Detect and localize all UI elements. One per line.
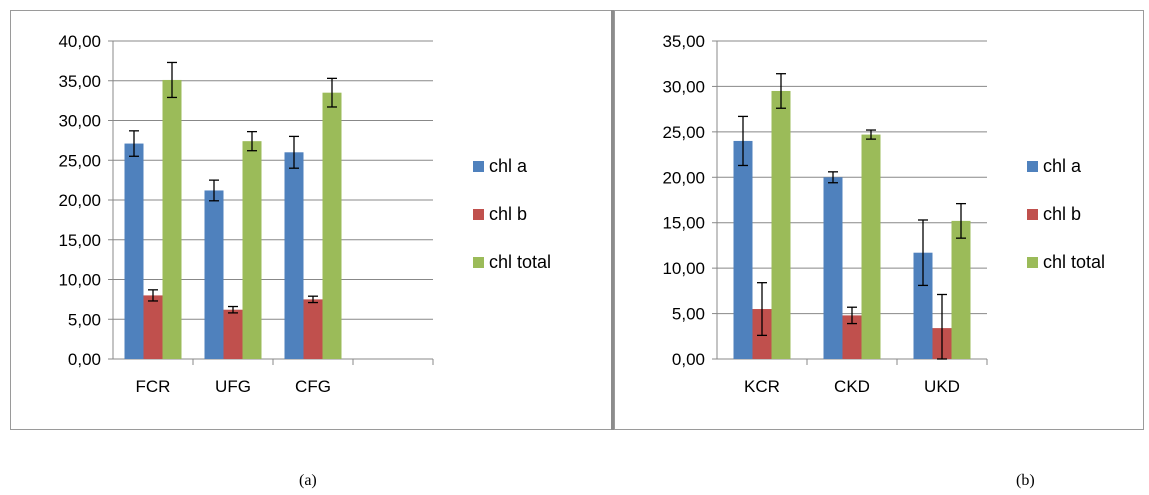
error-bar-a	[327, 77, 337, 108]
bar-a-chl-a	[204, 190, 224, 359]
legend-label-a: chl b	[489, 204, 527, 224]
y-tick-label-b: 20,00	[662, 168, 705, 187]
legend-swatch-a	[473, 161, 484, 172]
bar-b-chl-a	[733, 140, 753, 359]
error-bar-b	[776, 73, 786, 109]
legend-swatch-a	[473, 257, 484, 268]
y-tick-label-b: 10,00	[662, 259, 705, 278]
chart-a-svg: 0,00 5,00 10,00 15,00 20,00 25,00 30,00 35,00 40…	[58, 32, 551, 396]
error-bar-a	[209, 179, 219, 202]
bar-a-chl-total	[322, 92, 342, 360]
error-bar-a	[167, 61, 177, 99]
bar-b-chl-total	[861, 134, 881, 359]
x-tick-label-b: CKD	[834, 377, 870, 396]
bar-b-chl-total	[951, 220, 971, 359]
legend-swatch-a	[473, 209, 484, 220]
y-tick-label-a: 30,00	[58, 112, 101, 131]
y-tick-label-a: 15,00	[58, 231, 101, 250]
y-tick-label-b: 35,00	[662, 32, 705, 51]
legend-swatch-b	[1027, 257, 1038, 268]
y-tick-label-a: 35,00	[58, 72, 101, 91]
legend-swatch-b	[1027, 161, 1038, 172]
error-bar-b	[738, 115, 748, 167]
error-bar-b	[956, 202, 966, 239]
error-bar-a	[308, 295, 318, 304]
chart-panel-b: 0,00 5,00 10,00 15,00 20,00 25,00 30,00 35,00 KC…	[614, 10, 1144, 430]
error-bar-b	[918, 219, 928, 287]
x-tick-label-b: KCR	[744, 377, 780, 396]
bar-a-chl-total	[242, 141, 262, 359]
caption-a: (a)	[299, 472, 317, 489]
error-bar-a	[247, 130, 257, 152]
bar-a-chl-a	[124, 143, 144, 359]
x-tick-label-b: UKD	[924, 377, 960, 396]
y-tick-label-b: 30,00	[662, 77, 705, 96]
bar-a-chl-a	[284, 152, 304, 359]
chart-b-svg: 0,00 5,00 10,00 15,00 20,00 25,00 30,00 35,00 KC…	[662, 32, 1105, 396]
y-tick-label-a: 5,00	[68, 310, 101, 329]
error-bar-b	[757, 282, 767, 337]
bar-a-chl-b	[303, 299, 323, 359]
panel-divider	[611, 10, 614, 430]
y-tick-label-a: 40,00	[58, 32, 101, 51]
legend-label-b: chl a	[1043, 156, 1082, 176]
error-bar-a	[148, 289, 158, 302]
x-tick-label-a: UFG	[215, 377, 251, 396]
legend-label-b: chl total	[1043, 252, 1105, 272]
y-tick-label-a: 10,00	[58, 271, 101, 290]
error-bar-a	[289, 135, 299, 169]
bar-a-chl-b	[143, 295, 163, 359]
y-tick-label-b: 5,00	[672, 305, 705, 324]
chart-panel-a: 0,00 5,00 10,00 15,00 20,00 25,00 30,00 35,00 40…	[10, 10, 613, 430]
y-tick-label-a: 20,00	[58, 191, 101, 210]
legend-label-a: chl a	[489, 156, 528, 176]
x-tick-label-a: FCR	[136, 377, 171, 396]
bar-b-chl-total	[771, 90, 791, 359]
bar-b-chl-a	[823, 177, 843, 359]
caption-b: (b)	[1016, 472, 1035, 489]
error-bar-a	[228, 305, 238, 314]
y-tick-label-a: 25,00	[58, 151, 101, 170]
y-tick-label-b: 0,00	[672, 350, 705, 369]
error-bar-b	[866, 129, 876, 140]
y-tick-label-b: 15,00	[662, 214, 705, 233]
error-bar-b	[828, 171, 838, 184]
x-tick-label-a: CFG	[295, 377, 331, 396]
legend-label-a: chl total	[489, 252, 551, 272]
y-tick-label-a: 0,00	[68, 350, 101, 369]
error-bar-a	[129, 130, 139, 157]
error-bar-b	[937, 293, 947, 360]
bar-b-chl-a	[913, 252, 933, 359]
bar-a-chl-total	[162, 79, 182, 359]
bar-b-chl-b	[842, 315, 862, 359]
bar-a-chl-b	[223, 309, 243, 359]
legend-label-b: chl b	[1043, 204, 1081, 224]
y-tick-label-b: 25,00	[662, 123, 705, 142]
error-bar-b	[847, 306, 857, 325]
legend-swatch-b	[1027, 209, 1038, 220]
